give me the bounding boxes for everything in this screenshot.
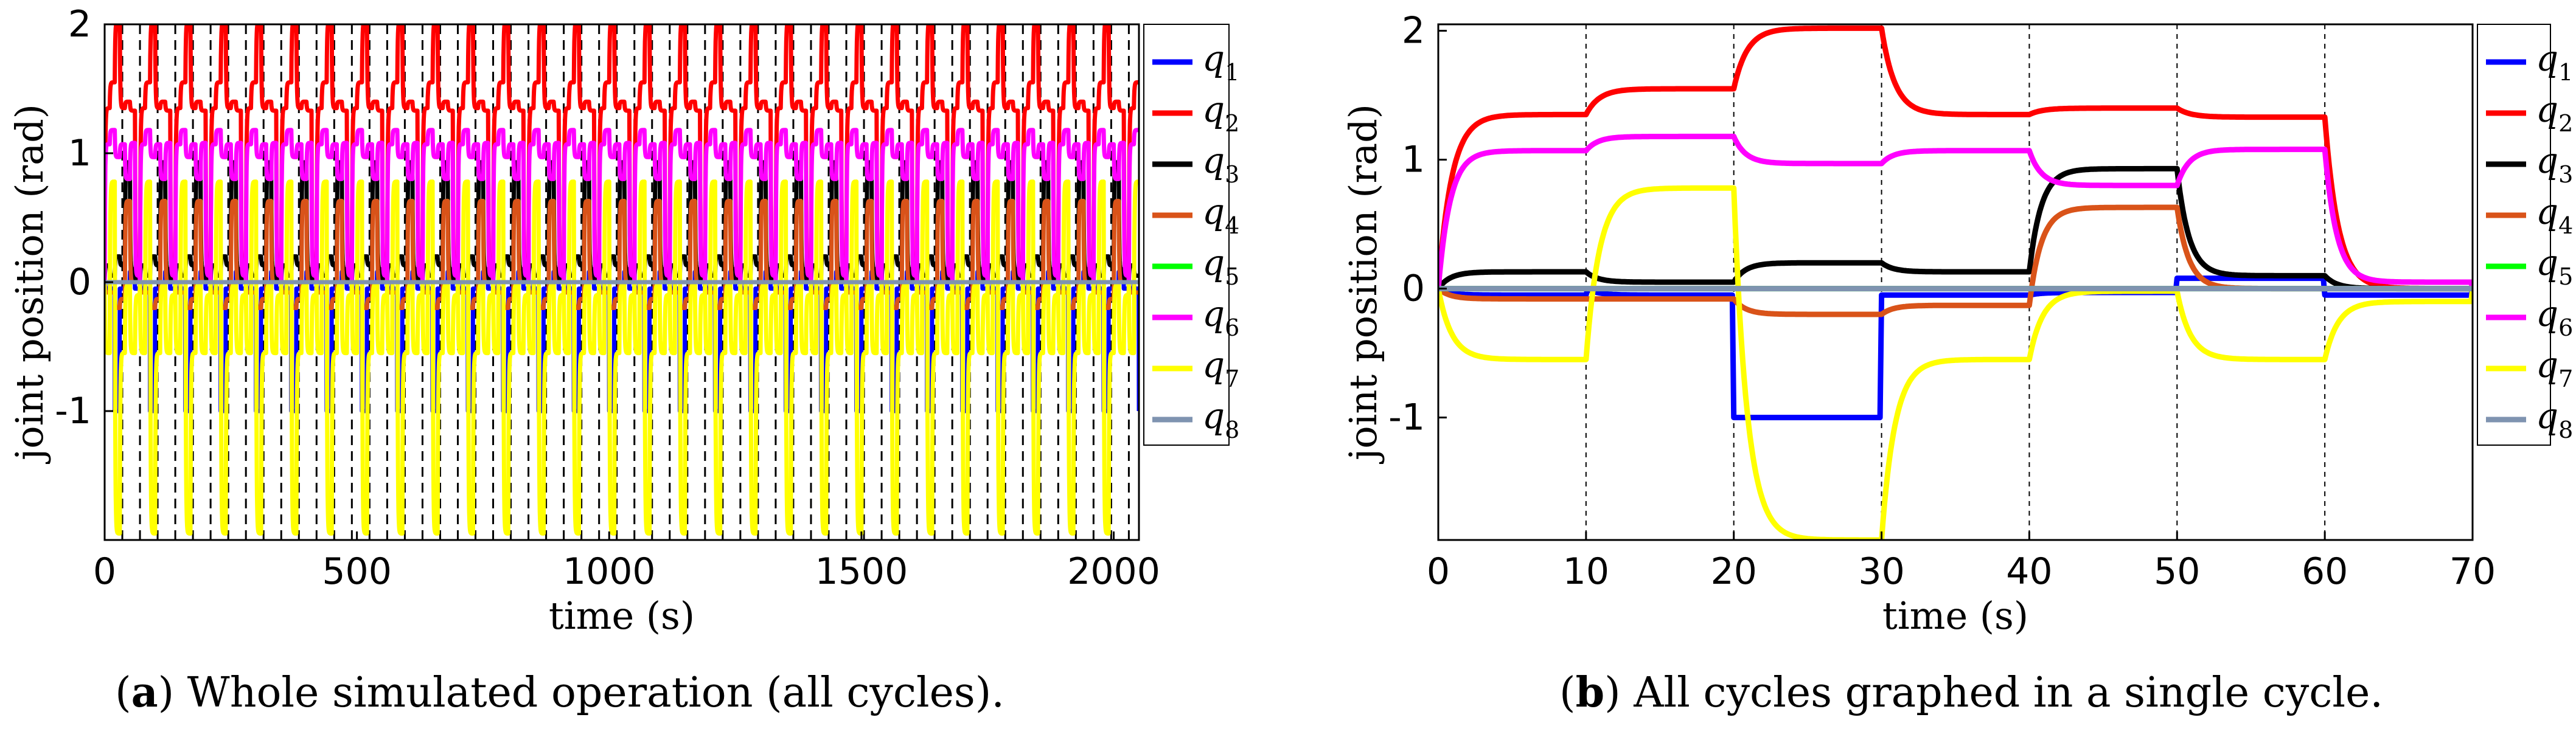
b-series-q7	[1438, 185, 2473, 540]
chart-a-series	[105, 24, 1139, 536]
b-legend-label-q3: q3	[2536, 140, 2573, 188]
a-legend-label-q2: q2	[1202, 89, 1239, 137]
a-y-tick-label: 0	[68, 261, 91, 303]
chart-a-ticks	[103, 23, 1115, 540]
b-legend-label-q7: q7	[2536, 344, 2573, 392]
b-legend-label-q5: q5	[2536, 242, 2573, 290]
a-series-q7	[105, 179, 1139, 536]
b-y-tick-label: 0	[1402, 268, 1425, 310]
chart-a-caption: (a) Whole simulated operation (all cycle…	[115, 668, 1004, 717]
b-y-tick-label: 2	[1402, 10, 1425, 52]
b-legend-box	[2477, 24, 2551, 446]
chart-b-y-axis-label: joint position (rad)	[1341, 104, 1385, 464]
chart-a-x-tick-labels: 0 500 1000 1500 2000	[93, 550, 1160, 593]
b-x-tick-label: 20	[1711, 550, 1757, 593]
b-series-q2	[1438, 25, 2473, 292]
b-x-tick-label: 30	[1858, 550, 1904, 593]
b-x-tick-label: 40	[2006, 550, 2052, 593]
chart-b: 0 10 20 30 40 50 60 70 210-1 time (s) joint pos…	[1341, 10, 2573, 717]
a-legend-label-q7: q7	[1202, 344, 1239, 392]
a-x-tick-label: 1500	[815, 550, 908, 593]
chart-b-series	[1438, 25, 2473, 540]
a-x-tick-label: 2000	[1067, 550, 1160, 593]
b-legend-label-q1: q1	[2536, 38, 2573, 86]
a-legend-label-q8: q8	[1202, 395, 1239, 443]
b-x-tick-label: 50	[2154, 550, 2200, 593]
b-legend-label-q4: q4	[2536, 191, 2573, 239]
chart-b-ticks	[1437, 30, 2474, 540]
chart-a-x-axis-label: time (s)	[549, 593, 695, 638]
a-y-tick-label: 1	[68, 132, 91, 175]
chart-a: 0 500 1000 1500 2000 2 1 0 -1 time (s) joint po…	[7, 3, 1239, 717]
a-legend-label-q3: q3	[1202, 140, 1239, 188]
chart-b-x-tick-labels: 0 10 20 30 40 50 60 70	[1427, 550, 2496, 593]
a-legend-label-q1: q1	[1202, 38, 1239, 86]
b-x-tick-label: 10	[1563, 550, 1609, 593]
b-series-q6	[1438, 133, 2473, 289]
b-series-q3	[1438, 165, 2473, 292]
a-x-tick-label: 1000	[563, 550, 656, 593]
a-series-q6	[105, 128, 1139, 285]
chart-a-caption-label: a	[131, 668, 158, 717]
b-legend-label-q2: q2	[2536, 89, 2573, 137]
chart-a-y-axis-label: joint position (rad)	[7, 104, 52, 464]
b-legend-label-q6: q6	[2536, 293, 2573, 341]
chart-a-y-tick-labels: 2 1 0 -1	[55, 3, 91, 432]
chart-b-axes-box	[1437, 23, 2474, 541]
a-y-tick-label: 2	[68, 3, 91, 46]
a-x-tick-label: 0	[93, 550, 116, 593]
chart-b-y-tick-labels: 2 1 0 -1	[1388, 10, 1425, 439]
a-y-tick-label: -1	[55, 390, 91, 432]
chart-b-caption-label: b	[1576, 668, 1605, 717]
b-x-tick-label: 60	[2302, 550, 2348, 593]
b-y-tick-label: -1	[1388, 396, 1425, 439]
b-y-tick-label: 1	[1402, 139, 1425, 181]
b-x-tick-label: 70	[2449, 550, 2496, 593]
b-x-tick-label: 0	[1427, 550, 1450, 593]
b-legend-label-q8: q8	[2536, 395, 2573, 443]
chart-b-x-axis-label: time (s)	[1882, 593, 2028, 638]
a-legend-box	[1143, 24, 1230, 446]
chart-b-caption-text: ) All cycles graphed in a single cycle.	[1604, 669, 2383, 717]
a-legend-label-q6: q6	[1202, 293, 1239, 341]
chart-a-caption-text: ) Whole simulated operation (all cycles)…	[158, 669, 1004, 717]
a-legend-label-q4: q4	[1202, 191, 1239, 239]
a-x-tick-label: 500	[322, 550, 392, 593]
a-legend-label-q5: q5	[1202, 242, 1239, 290]
chart-b-caption: (b) All cycles graphed in a single cycle…	[1559, 668, 2383, 717]
